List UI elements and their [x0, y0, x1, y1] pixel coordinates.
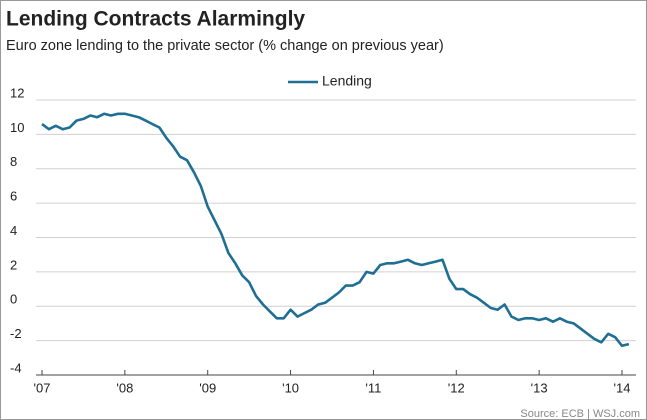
y-tick-label: 10	[10, 120, 24, 135]
y-tick-label: 12	[10, 85, 24, 100]
x-tick-label: '13	[531, 380, 548, 395]
y-tick-label: 4	[10, 223, 17, 238]
y-tick-label: 8	[10, 154, 17, 169]
y-tick-label: -4	[10, 360, 22, 375]
x-tick-label: '11	[365, 380, 381, 395]
y-tick-label: 0	[10, 292, 17, 307]
y-tick-label: 2	[10, 257, 17, 272]
x-tick-label: '09	[199, 380, 216, 395]
chart-title: Lending Contracts Alarmingly	[6, 8, 305, 31]
x-tick-label: '12	[448, 380, 465, 395]
x-tick-label: '14	[614, 380, 631, 395]
line-series	[41, 112, 630, 348]
chart-subtitle: Euro zone lending to the private sector …	[6, 38, 444, 54]
x-tick-label: '07	[34, 380, 51, 395]
x-tick-label: '08	[116, 380, 133, 395]
y-tick-label: 6	[10, 189, 17, 204]
legend-label: Lending	[322, 73, 372, 89]
x-tick-label: '10	[282, 380, 299, 395]
y-tick-label: -2	[10, 326, 22, 341]
source: Source: ECB | WSJ.com	[520, 408, 640, 420]
